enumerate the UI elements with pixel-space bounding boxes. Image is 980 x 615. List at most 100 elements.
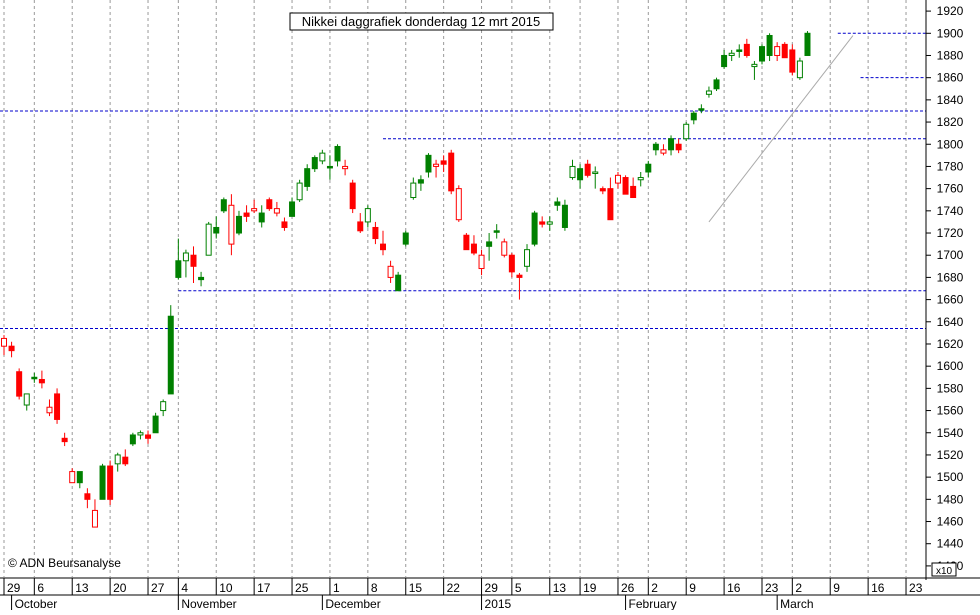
x-day-label: 22 (447, 581, 461, 595)
candle-body (440, 160, 447, 165)
x-day-label: 9 (833, 581, 840, 595)
y-tick-label: 1680 (937, 270, 964, 284)
candle-body (342, 165, 349, 170)
candle-body (561, 204, 568, 228)
candle-body (478, 254, 485, 270)
y-tick-label: 1500 (937, 470, 964, 484)
candle-body (296, 182, 303, 201)
candle-body (425, 154, 432, 173)
candle-body (508, 254, 515, 273)
candle-body (728, 52, 735, 56)
candle-body (804, 32, 811, 56)
candle-body (531, 212, 538, 245)
candle-body (630, 185, 637, 199)
y-tick-label: 1880 (937, 48, 964, 62)
candle-body (137, 432, 144, 436)
candle-body (372, 226, 379, 240)
candle-body (326, 165, 333, 169)
candle-body (766, 35, 773, 56)
candle-body (577, 168, 584, 181)
y-tick-label: 1800 (937, 137, 964, 151)
y-tick-label: 1820 (937, 115, 964, 129)
candle-body (23, 393, 30, 406)
candle-body (645, 163, 652, 173)
candle-body (584, 163, 591, 176)
y-tick-label: 1600 (937, 359, 964, 373)
candle-body (289, 201, 296, 217)
candle-body (349, 182, 356, 210)
candle-body (243, 212, 250, 217)
candle-body (213, 226, 220, 234)
candle-body (152, 415, 159, 434)
x-month-label: October (15, 597, 58, 610)
x-day-label: 13 (553, 581, 567, 595)
x-day-label: 1 (333, 581, 340, 595)
candle-body (107, 465, 114, 500)
x-day-label: 5 (515, 581, 522, 595)
candle-body (251, 208, 258, 212)
candle-body (190, 254, 197, 267)
candle-body (31, 376, 38, 380)
candle-body (84, 493, 91, 500)
candle-body (637, 177, 644, 181)
candle-body (493, 230, 500, 233)
x-day-label: 25 (295, 581, 309, 595)
x-day-label: 13 (75, 581, 89, 595)
candle-body (796, 60, 803, 79)
candle-body (145, 434, 152, 439)
candle-body (395, 274, 402, 292)
candle-body (546, 221, 553, 225)
copyright-text: © ADN Beursanalyse (8, 556, 121, 570)
candle-body (182, 252, 189, 262)
y-tick-label: 1580 (937, 381, 964, 395)
candle-body (759, 46, 765, 62)
candle-body (501, 241, 508, 256)
candle-body (228, 204, 235, 245)
x-day-label: 8 (371, 581, 378, 595)
y-tick-label: 1920 (937, 4, 964, 18)
x-day-label: 16 (871, 581, 885, 595)
candle-body (668, 138, 675, 151)
x-day-label: 2 (651, 581, 658, 595)
x-month-label: March (780, 597, 813, 610)
candle-body (417, 179, 424, 184)
candle-body (69, 471, 76, 484)
candle-body (129, 434, 136, 445)
x-day-label: 29 (485, 581, 499, 595)
y-tick-label: 1620 (937, 337, 964, 351)
candle-body (516, 274, 523, 278)
candle-body (781, 43, 788, 59)
candle-body (167, 315, 174, 395)
candle-body (91, 509, 98, 528)
candle-body (175, 260, 182, 278)
trend-layer (708, 35, 854, 223)
candle-body (61, 437, 68, 443)
candle-body (304, 168, 311, 187)
x-day-label: 10 (219, 581, 233, 595)
candle-body (455, 188, 462, 221)
candle-body (122, 456, 129, 465)
x-day-label: 29 (7, 581, 21, 595)
candle-body (486, 241, 493, 247)
candle-body (705, 90, 712, 95)
candle-body (743, 43, 750, 56)
candle-body (273, 208, 280, 214)
candle-body (235, 215, 242, 234)
x-day-label: 15 (409, 581, 423, 595)
candle-body (751, 63, 758, 68)
y-tick-label: 1460 (937, 515, 964, 529)
candle-body (607, 188, 614, 221)
y-tick-label: 1760 (937, 182, 964, 196)
candle-body (683, 123, 690, 140)
x-month-label: 2015 (485, 597, 512, 610)
x-month-label: February (629, 597, 677, 610)
x-day-label: 27 (151, 581, 165, 595)
y-tick-label: 1560 (937, 404, 964, 418)
multiplier-box (931, 562, 957, 577)
candle-body (46, 406, 53, 414)
candles-layer (1, 31, 811, 528)
levels-layer (0, 32, 926, 329)
candle-body (622, 177, 629, 195)
